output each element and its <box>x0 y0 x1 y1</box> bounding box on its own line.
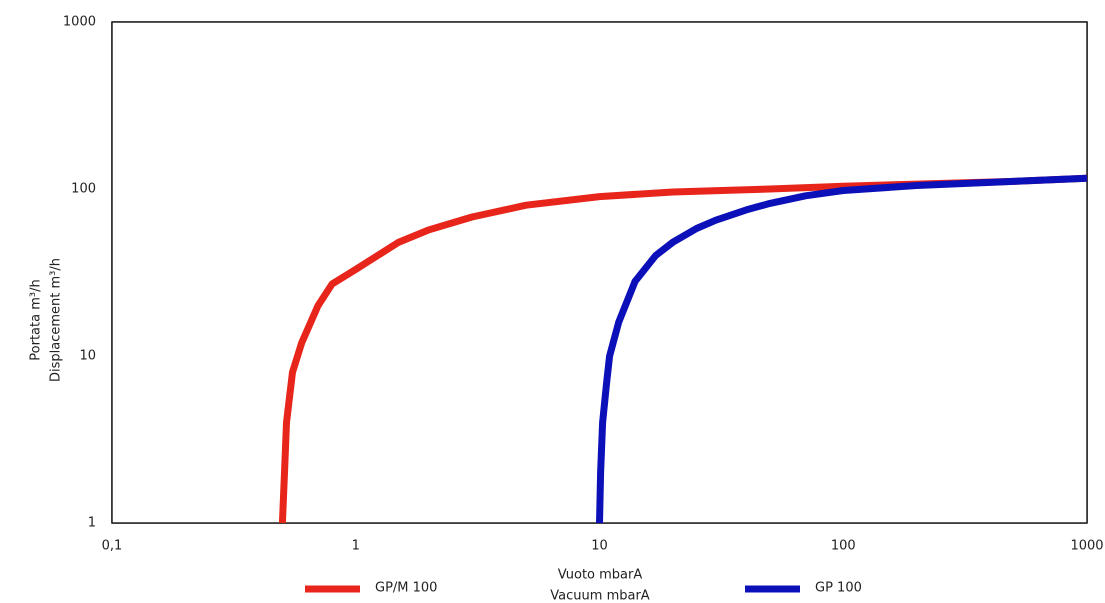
legend-label: GP 100 <box>815 581 862 596</box>
x-tick-label: 1 <box>352 539 360 554</box>
y-tick-label: 100 <box>71 182 96 197</box>
y-tick-label: 10 <box>79 349 96 364</box>
x-axis-label: Vuoto mbarA <box>558 568 643 583</box>
x-tick-label: 1000 <box>1070 539 1103 554</box>
y-axis-label: Displacement m³/h <box>49 258 64 382</box>
y-axis-label: Portata m³/h <box>29 279 44 360</box>
x-tick-label: 100 <box>831 539 856 554</box>
x-tick-label: 0,1 <box>102 539 123 554</box>
legend-label: GP/M 100 <box>375 581 437 596</box>
x-axis-label: Vacuum mbarA <box>550 589 649 603</box>
y-tick-label: 1000 <box>63 15 96 30</box>
x-tick-label: 10 <box>591 539 608 554</box>
y-tick-label: 1 <box>88 516 96 531</box>
series-line <box>596 174 1088 524</box>
series-line <box>278 174 1088 524</box>
